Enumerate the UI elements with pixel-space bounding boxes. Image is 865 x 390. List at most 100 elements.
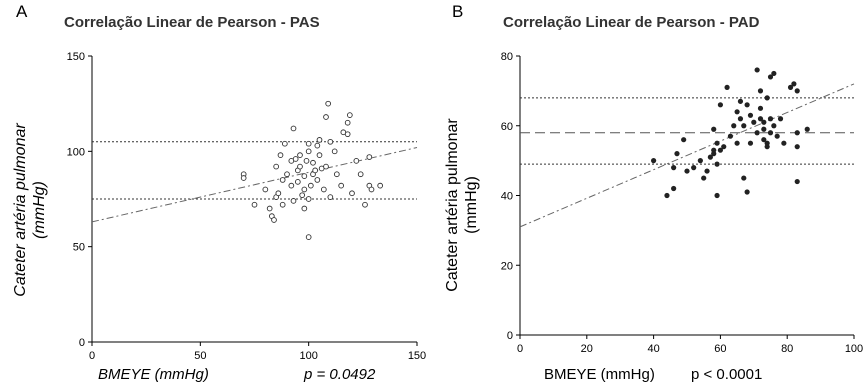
data-point xyxy=(344,119,351,126)
data-point xyxy=(764,144,770,150)
data-point xyxy=(794,130,800,136)
data-point xyxy=(754,67,760,73)
data-point xyxy=(771,70,777,77)
x-tick-label: 50 xyxy=(194,350,206,362)
data-point xyxy=(273,163,280,170)
y-tick-label: 50 xyxy=(73,242,85,254)
x-tick-label: 60 xyxy=(714,343,726,355)
data-point xyxy=(305,148,312,155)
data-point xyxy=(305,196,312,202)
data-point xyxy=(333,171,340,178)
data-point xyxy=(327,194,334,200)
data-point xyxy=(240,175,247,181)
data-point xyxy=(771,123,777,129)
data-point xyxy=(794,178,800,185)
data-point xyxy=(349,190,355,197)
p-value: p < 0.0001 xyxy=(691,366,763,383)
chart-title: Correlação Linear de Pearson - PAS xyxy=(64,14,320,31)
data-point xyxy=(305,234,312,240)
data-point xyxy=(275,190,282,197)
data-point xyxy=(338,182,345,189)
data-point xyxy=(737,116,744,122)
x-tick-label: 20 xyxy=(581,343,593,355)
data-point xyxy=(791,81,797,87)
data-point xyxy=(651,158,657,164)
data-point xyxy=(301,186,308,193)
scatter-chart-pad: 0 20 40 60 80 100 0 20 40 60 80 xyxy=(501,51,863,355)
data-point xyxy=(290,198,297,204)
data-point xyxy=(764,95,770,101)
data-point xyxy=(701,175,707,181)
data-point xyxy=(301,173,308,179)
x-tick-label: 100 xyxy=(845,343,863,355)
data-point xyxy=(734,140,740,146)
data-point xyxy=(316,137,323,143)
data-point xyxy=(331,148,338,155)
data-point xyxy=(271,217,277,223)
data-point xyxy=(320,186,327,193)
data-point xyxy=(671,165,677,171)
data-point xyxy=(297,152,303,158)
chart-title: Correlação Linear de Pearson - PAD xyxy=(503,14,760,31)
data-point xyxy=(751,119,757,125)
data-point xyxy=(727,133,734,139)
data-point xyxy=(266,205,273,212)
data-point xyxy=(344,131,351,138)
data-point xyxy=(284,171,290,178)
data-point xyxy=(761,126,767,132)
y-tick-label: 60 xyxy=(501,121,513,133)
x-axis-label: BMEYE (mmHg) xyxy=(98,366,209,383)
data-point xyxy=(310,159,316,166)
data-point xyxy=(761,119,767,125)
data-point xyxy=(301,205,308,212)
data-point xyxy=(671,185,677,192)
data-point xyxy=(714,192,720,199)
data-point xyxy=(325,100,332,107)
data-point xyxy=(717,147,723,153)
data-point xyxy=(674,151,680,157)
x-tick-label: 100 xyxy=(299,350,317,362)
data-point xyxy=(757,116,764,122)
data-point xyxy=(754,130,760,136)
data-point xyxy=(353,158,360,164)
data-point xyxy=(721,144,727,150)
data-point xyxy=(346,112,353,118)
data-point xyxy=(327,138,334,145)
data-point xyxy=(377,182,384,189)
data-point xyxy=(774,133,780,139)
data-point xyxy=(279,201,286,208)
data-point xyxy=(312,167,319,174)
data-point xyxy=(323,163,329,170)
data-point xyxy=(724,84,730,90)
data-point xyxy=(297,163,303,170)
data-point xyxy=(757,88,764,94)
y-tick-label: 40 xyxy=(501,191,513,203)
data-point xyxy=(767,74,774,80)
x-tick-label: 150 xyxy=(408,350,426,362)
data-point xyxy=(366,154,373,160)
y-tick-label: 20 xyxy=(501,260,513,272)
data-point xyxy=(697,158,703,164)
data-point xyxy=(711,126,717,132)
regression-line xyxy=(91,147,418,223)
data-point xyxy=(303,158,310,164)
x-axis-label: BMEYE (mmHg) xyxy=(544,366,655,383)
data-point xyxy=(767,130,774,136)
panel-b: B Correlação Linear de Pearson - PAD Cat… xyxy=(432,0,865,390)
data-point xyxy=(794,88,800,94)
data-point xyxy=(747,140,754,146)
data-point xyxy=(781,140,787,146)
data-point xyxy=(757,105,764,111)
data-point xyxy=(717,102,723,108)
data-point xyxy=(741,123,747,129)
data-point xyxy=(767,116,774,122)
data-point xyxy=(307,182,314,189)
data-point xyxy=(681,137,687,143)
data-point xyxy=(744,102,750,108)
data-point xyxy=(744,189,750,195)
panel-a: A Correlação Linear de Pearson - PAS Cat… xyxy=(0,0,432,390)
data-point xyxy=(804,126,810,132)
data-point xyxy=(777,116,784,122)
data-point xyxy=(294,178,301,185)
y-tick-label: 100 xyxy=(67,146,85,158)
